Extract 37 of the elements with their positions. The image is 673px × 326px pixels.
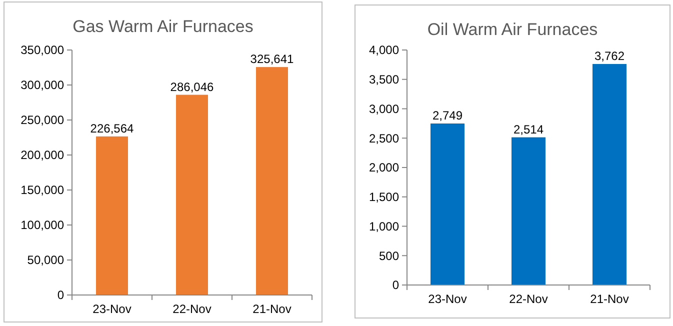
data-label: 226,564	[90, 121, 134, 136]
chart-title: Gas Warm Air Furnaces	[72, 17, 254, 36]
y-tick-label: 2,000	[368, 160, 400, 175]
data-label: 2,514	[513, 122, 544, 136]
x-tick-label: 21-Nov	[252, 302, 292, 316]
data-label: 286,046	[170, 80, 214, 94]
x-tick-label: 23-Nov	[92, 302, 132, 316]
y-tick-label: 350,000	[20, 43, 64, 58]
bar	[256, 67, 288, 295]
data-label: 2,749	[432, 108, 463, 122]
bar	[176, 94, 208, 295]
y-tick-label: 1,000	[368, 219, 400, 234]
y-tick-label: 200,000	[20, 148, 64, 162]
x-tick-label: 23-Nov	[428, 292, 467, 306]
y-tick-label: 2,500	[368, 131, 400, 146]
bar	[96, 136, 128, 295]
y-tick-label: 50,000	[27, 253, 64, 268]
y-tick-label: 500	[378, 248, 400, 263]
x-tick-label: 22-Nov	[172, 302, 212, 316]
bar	[430, 123, 464, 285]
y-tick-label: 250,000	[20, 113, 64, 128]
x-tick-label: 22-Nov	[509, 292, 548, 306]
y-tick-label: 300,000	[20, 78, 64, 92]
data-label: 3,762	[594, 48, 625, 63]
y-tick-label: 150,000	[20, 183, 64, 198]
y-tick-label: 0	[392, 278, 400, 292]
y-tick-label: 1,500	[368, 190, 400, 204]
chart-title: Oil Warm Air Furnaces	[427, 20, 598, 39]
bar	[592, 64, 626, 285]
y-tick-label: 3,500	[368, 72, 400, 87]
bar	[512, 137, 546, 285]
y-tick-label: 0	[57, 288, 64, 302]
y-tick-label: 4,000	[368, 43, 400, 58]
x-tick-label: 21-Nov	[590, 292, 629, 306]
data-label: 325,641	[250, 52, 294, 66]
y-tick-label: 100,000	[20, 218, 64, 232]
y-tick-label: 3,000	[368, 102, 400, 116]
